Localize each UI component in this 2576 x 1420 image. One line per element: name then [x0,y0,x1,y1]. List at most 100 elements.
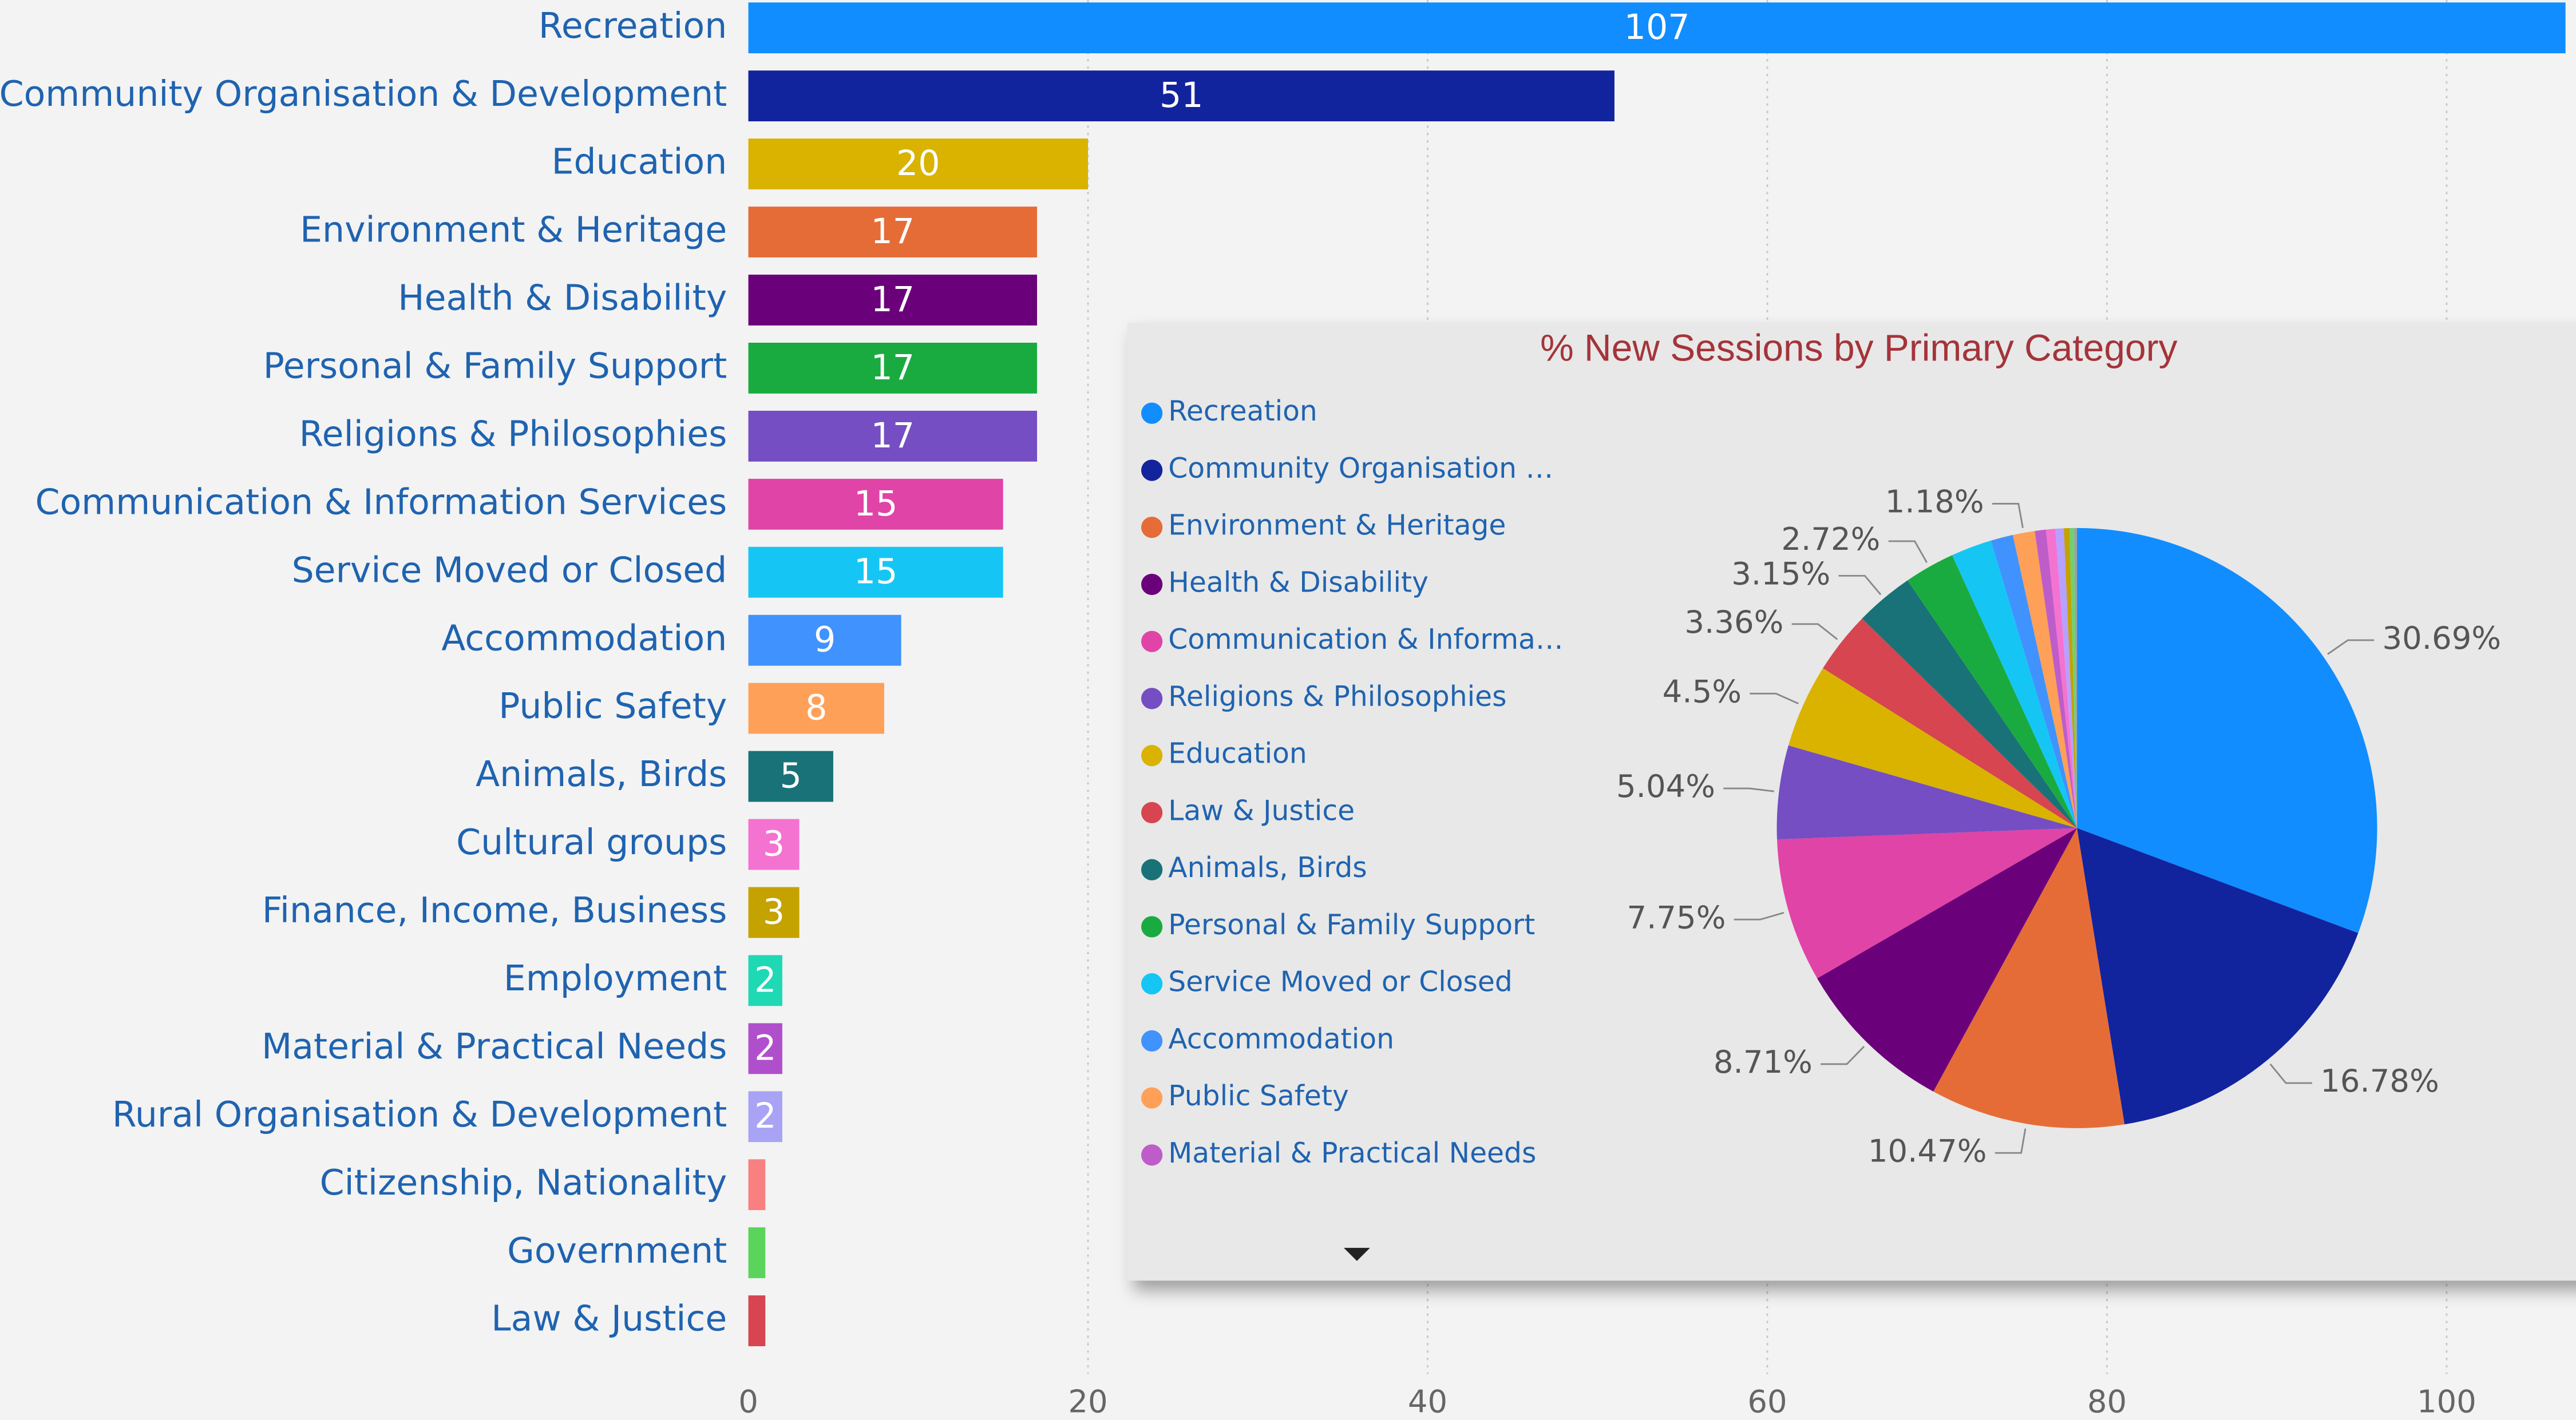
legend-label: Recreation [1168,395,1317,427]
category-label: Education [552,141,727,183]
bar [748,546,1003,598]
legend-label: Service Moved or Closed [1168,966,1513,998]
bar [748,955,782,1006]
legend-label: Environment & Heritage [1168,510,1506,542]
label-leader [1821,1046,1865,1065]
bar-value-label: 17 [871,348,915,388]
pie-slice [2064,528,2078,828]
legend-swatch [1141,859,1163,880]
label-leader [2269,1063,2312,1084]
bar-value-label: 17 [871,416,915,456]
pie-slice [1788,668,2078,828]
category-label: Citizenship, Nationality [320,1162,727,1203]
pie-value-label: 10.47% [1868,1132,1987,1169]
bar [748,343,1038,394]
bar [748,2,2566,54]
category-label: Law & Justice [491,1298,727,1339]
category-label: Accommodation [441,617,727,659]
legend-swatch [1141,630,1163,652]
pie-slice [2035,529,2078,828]
bar-value-label: 15 [854,484,898,524]
pie-slice [2045,529,2078,828]
legend-label: Community Organisation … [1168,453,1553,485]
bar-value-label: 15 [854,552,898,592]
legend-label: Material & Practical Needs [1168,1137,1536,1169]
label-leader [1723,787,1775,792]
legend-label: Public Safety [1168,1080,1349,1112]
pie-slice [1991,535,2078,828]
label-leader [1888,540,1928,564]
pie-value-label: 8.71% [1714,1044,1813,1080]
category-label: Cultural groups [456,822,727,863]
category-label: Recreation [539,5,727,46]
bar [748,1091,782,1143]
bar [748,1159,766,1211]
legend-label: Religions & Philosophies [1168,681,1506,713]
legend-swatch [1141,802,1163,824]
bar [748,1023,782,1074]
bar-value-label: 51 [1160,76,1204,116]
legend-label: Personal & Family Support [1168,909,1535,941]
label-leader [1838,574,1882,596]
pie-value-label: 7.75% [1627,899,1726,935]
pie-slice [1776,745,2078,840]
category-label: Employment [504,958,727,999]
category-label: Service Moved or Closed [292,549,727,590]
legend-swatch [1141,459,1163,481]
category-label: Rural Organisation & Development [112,1094,727,1135]
bar [748,614,901,666]
x-tick-label: 0 [738,1383,758,1419]
bar-value-label: 2 [754,1028,776,1068]
category-label: Environment & Heritage [300,209,727,251]
category-label: Health & Disability [398,277,727,319]
pie-slice [2074,527,2078,828]
legend-label: Law & Justice [1168,795,1355,827]
pie-chart: % New Sessions by Primary Category Recre… [1127,323,2576,1281]
label-leader [1734,911,1784,921]
legend-label: Accommodation [1168,1023,1394,1055]
pie-value-label: 30.69% [2383,620,2502,656]
pie-slice [2069,527,2078,828]
legend-swatch [1141,517,1163,538]
category-label: Animals, Birds [476,753,727,795]
pie-value-label: 5.04% [1616,768,1715,804]
bar-value-label: 2 [754,960,776,1000]
bar-value-label: 17 [871,280,915,320]
category-label: Personal & Family Support [263,346,727,387]
pie-title: % New Sessions by Primary Category [1540,327,2178,369]
bar [748,1227,766,1279]
legend-swatch [1141,573,1163,596]
bar [748,819,800,870]
pie-slice [1907,555,2078,828]
bar [748,887,800,938]
legend-swatch [1141,402,1163,424]
x-tick-label: 40 [1408,1383,1447,1419]
legend-label: Education [1168,738,1307,770]
label-leader [1750,692,1799,705]
pie-slice [1776,828,2078,979]
legend-swatch [1141,1087,1163,1109]
pie-slice [1823,618,2078,828]
x-tick-label: 60 [1747,1383,1787,1419]
pie-value-label: 2.72% [1781,521,1880,557]
category-label: Religions & Philosophies [299,413,727,454]
pie-slice [2077,527,2377,933]
x-tick-label: 100 [2417,1383,2476,1419]
bar [748,275,1038,326]
legend-swatch [1141,1144,1163,1166]
pie-value-label: 3.36% [1684,604,1783,640]
category-label: Public Safety [498,685,727,727]
bar [748,138,1089,190]
label-leader [1791,623,1838,640]
pie-slice [2055,528,2078,828]
legend-scroll-arrow[interactable] [1343,1248,1370,1261]
legend-swatch [1141,973,1163,995]
bar-value-label: 3 [763,892,785,932]
legend-swatch [1141,1030,1163,1052]
pie-slice [1817,828,2078,1092]
category-label: Community Organisation & Development [0,73,727,114]
legend-swatch [1141,688,1163,709]
pie-value-label: 1.18% [1885,483,1984,520]
pie-value-label: 4.5% [1663,673,1742,709]
